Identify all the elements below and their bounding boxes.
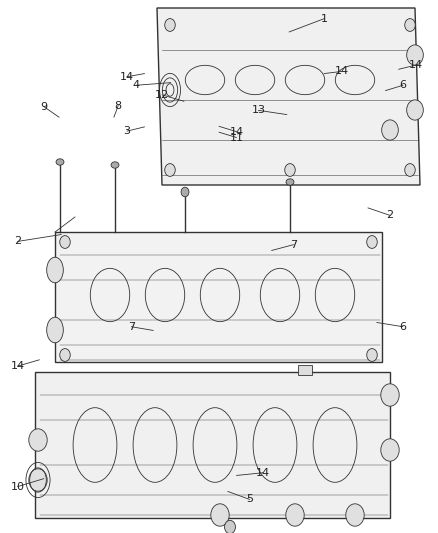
Ellipse shape	[111, 162, 119, 168]
Ellipse shape	[286, 504, 304, 526]
Ellipse shape	[211, 504, 229, 526]
Polygon shape	[55, 232, 382, 362]
Circle shape	[165, 19, 175, 31]
Text: 10: 10	[11, 482, 25, 491]
Circle shape	[405, 164, 415, 176]
Text: 2: 2	[14, 237, 21, 246]
Text: 13: 13	[251, 106, 265, 115]
Ellipse shape	[29, 469, 47, 491]
Text: 8: 8	[115, 101, 122, 110]
Circle shape	[405, 19, 415, 31]
Text: 6: 6	[399, 80, 406, 90]
Text: 14: 14	[256, 468, 270, 478]
Ellipse shape	[47, 257, 64, 283]
Ellipse shape	[47, 317, 64, 343]
FancyBboxPatch shape	[298, 365, 311, 375]
Ellipse shape	[286, 179, 294, 185]
Ellipse shape	[406, 45, 423, 65]
Ellipse shape	[181, 187, 189, 197]
Text: 14: 14	[120, 72, 134, 82]
Text: 4: 4	[132, 80, 139, 90]
Ellipse shape	[346, 504, 364, 526]
Text: 7: 7	[128, 322, 135, 332]
Ellipse shape	[381, 439, 399, 461]
Circle shape	[165, 164, 175, 176]
Text: 5: 5	[246, 495, 253, 504]
Text: 6: 6	[399, 322, 406, 332]
Text: 14: 14	[230, 127, 244, 136]
Ellipse shape	[406, 100, 423, 120]
Polygon shape	[157, 8, 420, 185]
Ellipse shape	[56, 159, 64, 165]
Text: 1: 1	[321, 14, 328, 23]
Text: 3: 3	[124, 126, 131, 136]
Ellipse shape	[381, 120, 398, 140]
Text: 9: 9	[40, 102, 47, 111]
Text: 2: 2	[386, 211, 393, 220]
Ellipse shape	[29, 429, 47, 451]
Text: 14: 14	[11, 361, 25, 371]
Text: 7: 7	[290, 240, 297, 249]
Text: 11: 11	[230, 133, 244, 142]
Circle shape	[60, 236, 70, 248]
Circle shape	[367, 349, 377, 361]
Text: 14: 14	[409, 60, 423, 70]
Circle shape	[60, 349, 70, 361]
Circle shape	[367, 236, 377, 248]
Text: 14: 14	[335, 67, 349, 76]
Text: 12: 12	[155, 90, 169, 100]
Polygon shape	[35, 372, 390, 518]
Ellipse shape	[381, 384, 399, 406]
Circle shape	[285, 164, 295, 176]
Ellipse shape	[225, 520, 236, 533]
